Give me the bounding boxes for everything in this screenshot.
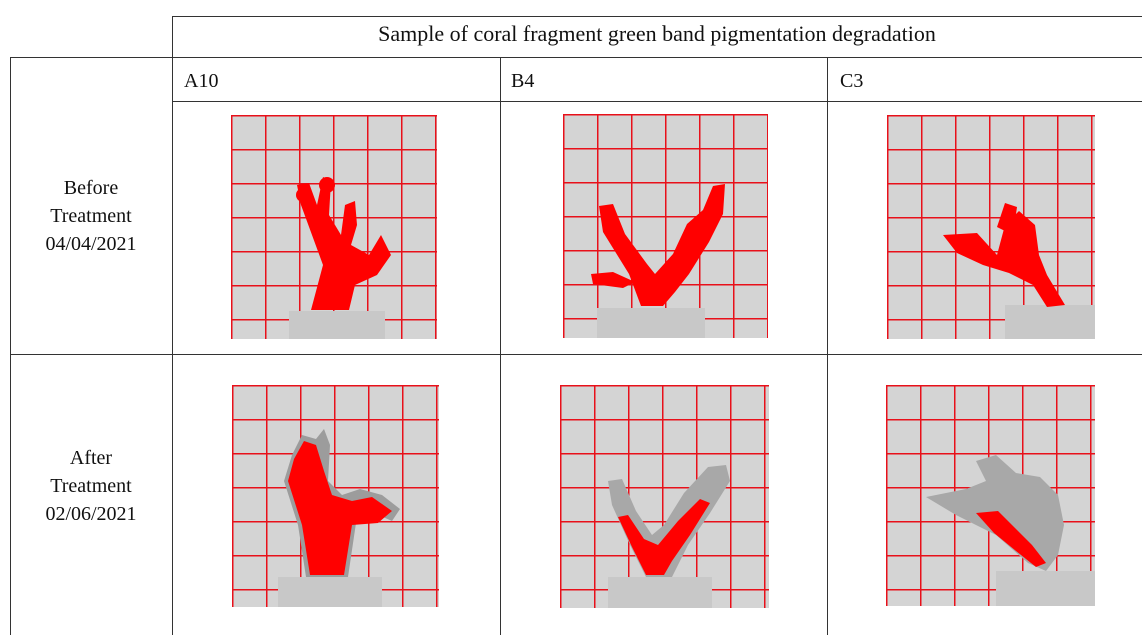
coral-photo-after-b4: [560, 385, 769, 608]
row-label-after-line2: Treatment: [50, 475, 132, 497]
rule-col-header-bottom: [172, 101, 1142, 102]
rule-row-separator: [10, 354, 1142, 355]
coral-photo-before-b4: [563, 114, 768, 338]
row-label-after-line1: After: [69, 447, 113, 469]
column-header-c3: C3: [840, 70, 864, 92]
row-label-after-line3: 02/06/2021: [45, 503, 137, 525]
row-label-before-line2: Treatment: [50, 205, 132, 227]
coral-photo-after-a10: [232, 385, 439, 607]
column-header-b4: B4: [511, 70, 535, 92]
table-title: Sample of coral fragment green band pigm…: [378, 21, 936, 46]
rule-top: [172, 16, 1142, 17]
row-label-before: Before Treatment 04/04/2021: [10, 174, 172, 258]
column-header-a10: A10: [184, 70, 219, 92]
rule-left: [10, 57, 11, 635]
rule-col-2: [827, 57, 828, 635]
row-label-before-line3: 04/04/2021: [45, 233, 137, 255]
row-label-before-line1: Before: [63, 177, 119, 199]
rule-header-bottom: [10, 57, 1142, 58]
row-label-after: After Treatment 02/06/2021: [10, 444, 172, 528]
rule-label-col: [172, 16, 173, 635]
coral-photo-before-a10: [231, 115, 437, 339]
rule-col-1: [500, 57, 501, 635]
coral-photo-after-c3: [886, 385, 1095, 606]
coral-photo-before-c3: [887, 115, 1095, 339]
